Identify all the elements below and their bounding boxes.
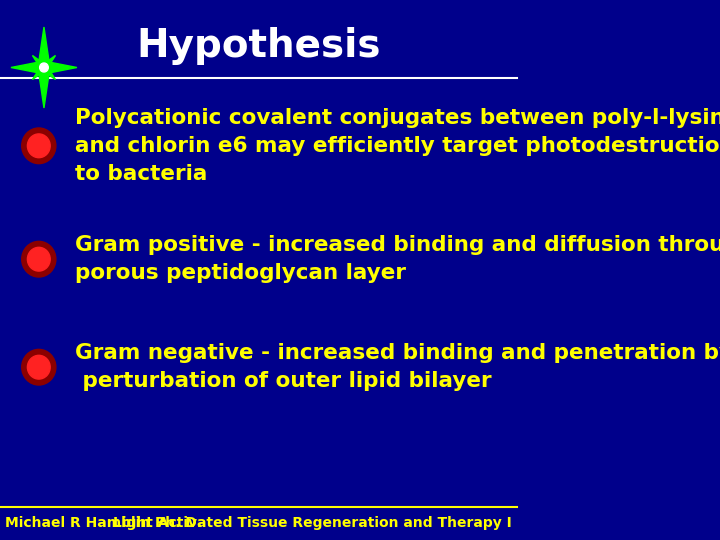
Circle shape <box>27 134 50 158</box>
Circle shape <box>22 241 56 277</box>
Circle shape <box>22 128 56 164</box>
Polygon shape <box>11 62 38 73</box>
Polygon shape <box>32 56 46 70</box>
Polygon shape <box>42 56 55 70</box>
Circle shape <box>40 63 48 72</box>
Polygon shape <box>50 62 77 73</box>
Text: Light Activated Tissue Regeneration and Therapy I: Light Activated Tissue Regeneration and … <box>113 516 512 530</box>
Circle shape <box>27 247 50 271</box>
Text: Gram negative - increased binding and penetration by
 perturbation of outer lipi: Gram negative - increased binding and pe… <box>75 343 720 391</box>
Text: Michael R Hamblin Ph. D.: Michael R Hamblin Ph. D. <box>5 516 202 530</box>
Polygon shape <box>42 65 55 79</box>
Polygon shape <box>39 73 49 108</box>
Circle shape <box>22 349 56 385</box>
Text: Polycationic covalent conjugates between poly-l-lysine
and chlorin e6 may effici: Polycationic covalent conjugates between… <box>75 108 720 184</box>
Circle shape <box>27 355 50 379</box>
Text: Hypothesis: Hypothesis <box>136 27 381 65</box>
Text: Gram positive - increased binding and diffusion through
porous peptidoglycan lay: Gram positive - increased binding and di… <box>75 235 720 283</box>
Polygon shape <box>32 65 46 79</box>
Polygon shape <box>39 27 49 62</box>
